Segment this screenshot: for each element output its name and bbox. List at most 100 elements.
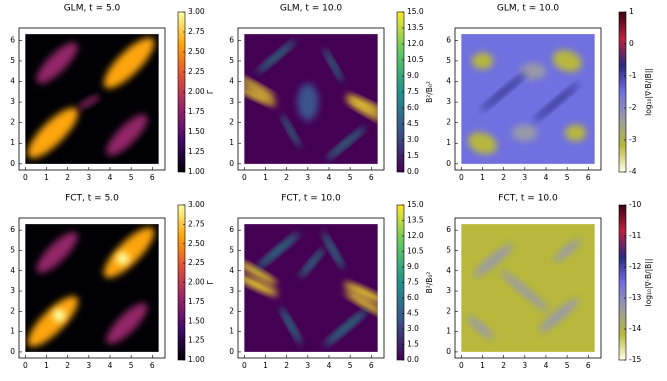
field-feature [244,260,278,285]
y-tick-label: 1 [229,327,234,336]
x-tick-label: 6 [150,361,155,370]
colorbar-tick-label: 1.00 [188,355,205,364]
plot-frame [237,27,385,171]
y-tick-label: 3 [446,286,451,295]
colorbar-tick-label: 0 [629,39,634,48]
colorbar-tick-label: 2.50 [188,239,205,248]
field-feature [244,86,277,106]
colorbar-tick-label: 3.00 [188,200,205,209]
field-feature [103,227,155,278]
y-tick-label: 2 [446,118,451,127]
field-feature [322,232,345,269]
field-feature [344,291,378,316]
colorbar-tick-label: -10 [629,200,641,209]
y-tick-label: 4 [229,77,234,86]
field-feature [553,239,581,262]
colorbar-tick-label: 6.0 [407,103,419,112]
colorbar-tick-label: 9.0 [407,262,419,271]
colorbar-tick-label: 2.50 [188,47,205,56]
field-feature [244,274,279,296]
colorbar-tick-label: 4.5 [407,119,419,128]
x-tick-label: 0 [242,173,247,182]
colorbar-tick-label: 2.75 [188,219,205,228]
colorbar-tick-label: 2.00 [188,87,205,96]
colorbar-tick-label: -14 [629,324,641,333]
x-tick-label: 3 [522,173,527,182]
colorbar-tick-label: 15.0 [407,200,424,209]
x-tick-label: 2 [501,361,506,370]
y-tick-label: 2 [229,306,234,315]
x-tick-label: 5 [129,173,134,182]
heatmap-field [461,34,595,164]
panel-title: FCT, t = 10.0 [498,194,558,204]
x-tick-label: 4 [327,361,332,370]
field-feature [256,40,296,74]
colorbar-tick-label: 1.5 [407,340,419,349]
y-tick-label: 1 [446,327,451,336]
plot-frame [454,217,602,359]
y-tick-label: 0 [229,159,234,168]
x-tick-label: 5 [129,361,134,370]
y-tick-label: 3 [10,97,15,106]
heatmap-field [25,34,159,164]
colorbar-tick-label: 1.75 [188,107,205,116]
y-tick-label: 1 [446,138,451,147]
y-tick-label: 4 [10,266,15,275]
x-tick-label: 0 [23,361,28,370]
x-tick-label: 0 [459,361,464,370]
field-feature [533,82,580,122]
plot-frame [237,217,385,359]
y-tick-label: 4 [10,77,15,86]
colorbar-tick-label: 0.0 [407,167,419,176]
colorbar-tick-label: 0.0 [407,355,419,364]
x-tick-label: 1 [263,173,268,182]
plot-frame [18,27,166,171]
colorbar-label: B²/B₀² [425,272,434,294]
colorbar-label: log₁₀|∇·B/|B|| [644,68,653,116]
plot-frame [18,217,166,359]
x-tick-label: 4 [108,361,113,370]
x-tick-label: 4 [544,361,549,370]
colorbar-tick-label: 15.0 [407,7,424,16]
field-feature [565,124,587,142]
field-feature [52,309,66,322]
field-feature [103,37,155,89]
colorbar-tick-label: 1.50 [188,127,205,136]
y-tick-label: 2 [10,306,15,315]
x-tick-label: 6 [586,173,591,182]
field-feature [471,52,494,70]
y-tick-label: 5 [229,245,234,254]
x-tick-label: 5 [348,173,353,182]
x-tick-label: 0 [23,173,28,182]
heatmap-field [244,224,378,352]
colorbar-tick-label: 12.0 [407,231,424,240]
colorbar [618,204,627,361]
colorbar-tick-label: 13.5 [407,216,424,225]
colorbar-tick-label: 9.0 [407,71,419,80]
field-feature [280,307,302,344]
field-feature [116,252,130,265]
field-feature [500,270,550,312]
y-tick-label: 6 [229,225,234,234]
y-tick-label: 1 [10,138,15,147]
x-tick-label: 6 [369,173,374,182]
colorbar-tick-label: 12.0 [407,39,424,48]
y-tick-label: 5 [10,56,15,65]
y-tick-label: 3 [10,286,15,295]
field-feature [326,126,366,160]
x-tick-label: 4 [544,173,549,182]
x-tick-label: 1 [263,361,268,370]
field-feature [323,48,343,82]
heatmap-field [244,34,378,164]
heatmap-field [25,224,159,352]
colorbar-tick-label: 6.0 [407,293,419,302]
x-tick-label: 0 [242,361,247,370]
x-tick-label: 1 [480,173,485,182]
x-tick-label: 3 [305,361,310,370]
y-tick-label: 0 [446,347,451,356]
colorbar-tick-label: -12 [629,262,641,271]
colorbar-tick-label: -11 [629,231,641,240]
field-feature [36,231,78,273]
y-tick-label: 3 [446,97,451,106]
